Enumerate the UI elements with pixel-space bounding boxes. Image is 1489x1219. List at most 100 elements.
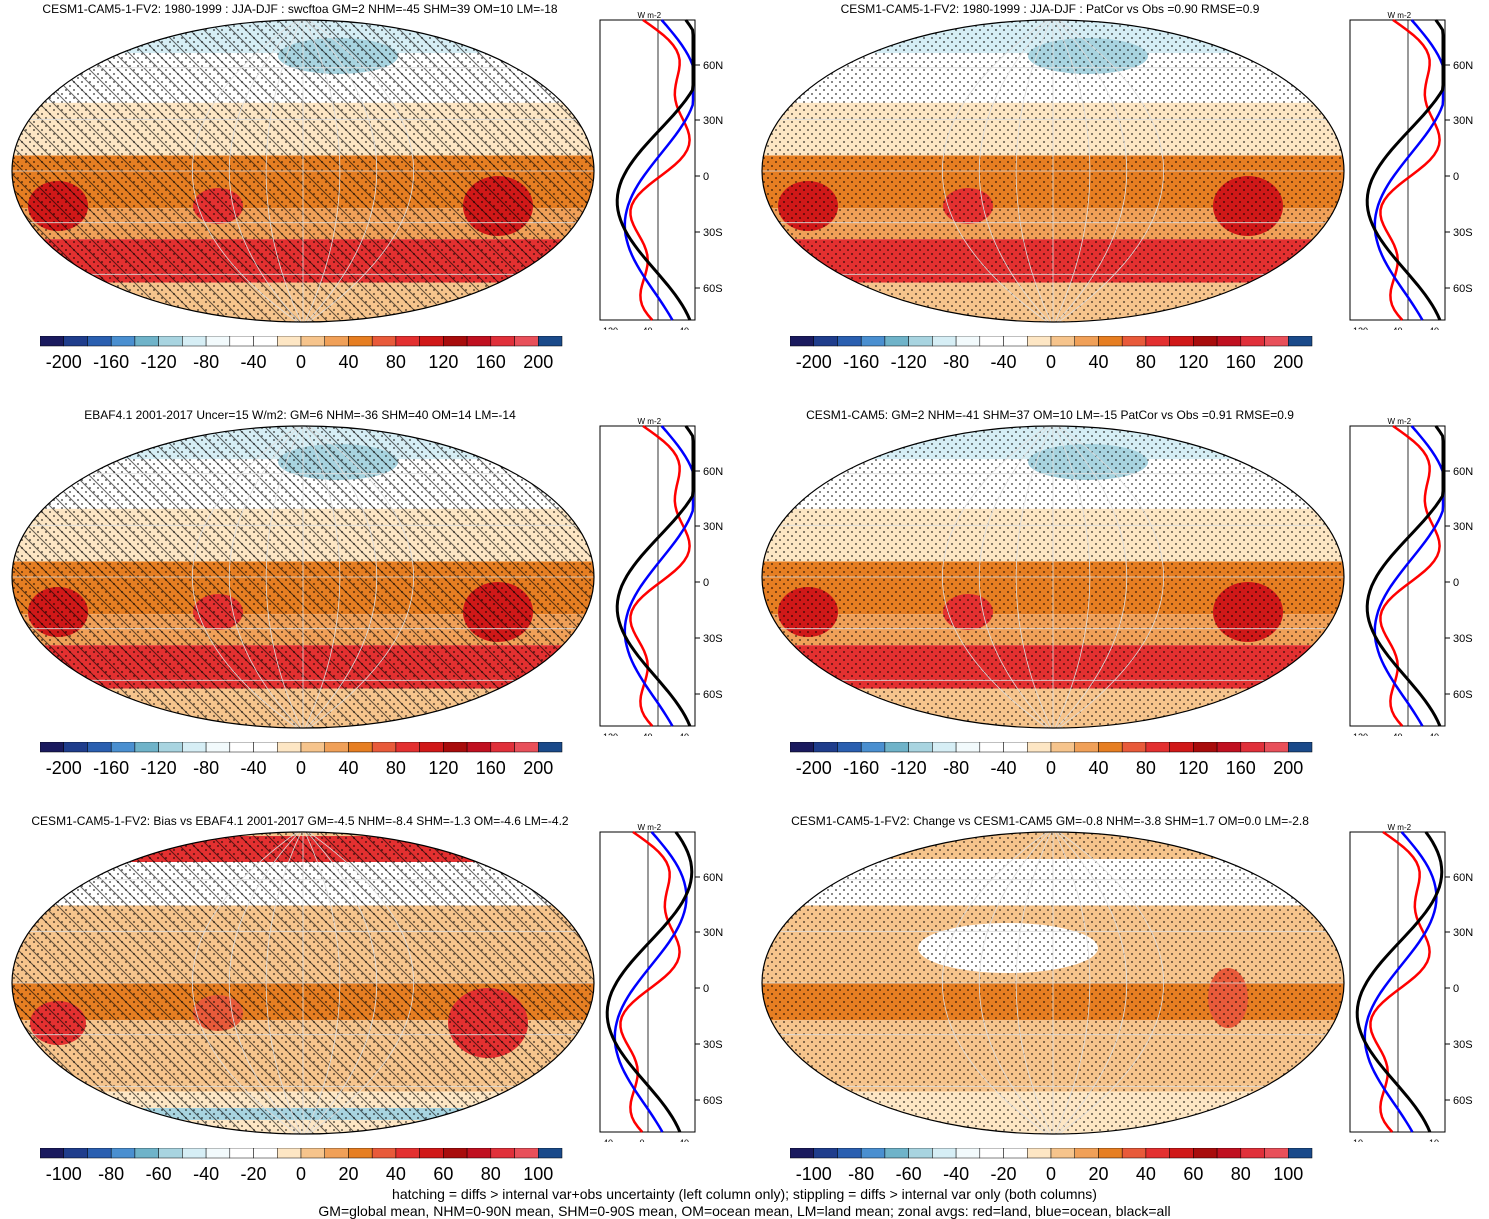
zonal-unit-label: W m-2 (1388, 417, 1412, 426)
zonal-curve-land (1379, 424, 1441, 727)
colorbar-tick-label: -120 (141, 352, 177, 372)
map-panel-5: CESM1-CAM5-1-FV2: Bias vs EBAF4.1 2001-2… (0, 812, 744, 1218)
zonal-x-tick-label: -120 (1350, 732, 1368, 736)
colorbar-tick-label: 80 (386, 758, 406, 778)
panel-title: CESM1-CAM5: GM=2 NHM=-41 SHM=37 OM=10 LM… (806, 408, 1294, 422)
zonal-x-tick-label: 10 (1429, 1138, 1439, 1142)
zonal-unit-label: W m-2 (638, 823, 662, 832)
colorbar-tick-label: -80 (848, 1164, 874, 1184)
colorbar: -100 -80 -60 -40 -20 0 20 40 60 80 100 (790, 1148, 1313, 1184)
map-panel-2: CESM1-CAM5-1-FV2: 1980-1999 : JJA-DJF : … (750, 0, 1489, 406)
colorbar-tick-label: 0 (1046, 758, 1056, 778)
lat-tick-label: 0 (1453, 983, 1459, 995)
colorbar-tick-label: 0 (1046, 352, 1056, 372)
colorbar-tick-label: 0 (1046, 1164, 1056, 1184)
colorbar-tick-label: -200 (796, 352, 832, 372)
lat-tick-label: 60S (703, 689, 723, 701)
panel-title: CESM1-CAM5-1-FV2: 1980-1999 : JJA-DJF : … (42, 2, 558, 16)
lat-tick-label: 0 (1453, 171, 1459, 183)
panel-title: CESM1-CAM5-1-FV2: Change vs CESM1-CAM5 G… (791, 814, 1309, 828)
colorbar-tick-label: 160 (1226, 758, 1256, 778)
colorbar-tick-label: 120 (1178, 758, 1208, 778)
lat-tick-label: 60N (703, 872, 723, 884)
lat-tick-label: 30N (1453, 521, 1473, 533)
map-panel-3: EBAF4.1 2001-2017 Uncer=15 W/m2: GM=6 NH… (0, 406, 744, 812)
colorbar-tick-label: -160 (93, 758, 129, 778)
zonal-x-tick-label: -10 (1350, 1138, 1363, 1142)
colorbar-tick-label: -120 (891, 758, 927, 778)
colorbar-tick-label: 120 (428, 758, 458, 778)
colorbar: -200 -160 -120 -80 -40 0 40 80 120 160 200 (790, 336, 1313, 372)
colorbar-tick-label: 100 (523, 1164, 553, 1184)
colorbar: -200 -160 -120 -80 -40 0 40 80 120 160 200 (790, 742, 1313, 778)
colorbar-tick-label: -40 (193, 1164, 219, 1184)
colorbar-tick-label: -40 (991, 352, 1017, 372)
robinson-map (761, 19, 1345, 323)
colorbar: -100 -80 -60 -40 -20 0 20 40 60 80 100 (40, 1148, 563, 1184)
colorbar-tick-label: -80 (943, 758, 969, 778)
colorbar-tick-label: -160 (843, 352, 879, 372)
colorbar-tick-label: 80 (1136, 352, 1156, 372)
colorbar-tick-label: 0 (296, 352, 306, 372)
colorbar-tick-label: -40 (241, 352, 267, 372)
colorbar-tick-label: 40 (1136, 1164, 1156, 1184)
zonal-curve-ocean (613, 831, 688, 1133)
robinson-map (761, 425, 1345, 729)
zonal-unit-label: W m-2 (1388, 11, 1412, 20)
colorbar-tick-label: 80 (1136, 758, 1156, 778)
lat-tick-label: 30N (703, 521, 723, 533)
lat-tick-label: 60N (703, 466, 723, 478)
zonal-x-tick-label: 40 (679, 732, 689, 736)
panel-title: CESM1-CAM5-1-FV2: Bias vs EBAF4.1 2001-2… (31, 814, 569, 828)
colorbar-tick-label: 160 (1226, 352, 1256, 372)
zonal-mean-plot: W m-2 60N 30N 0 30S 60S -120 -40 40 (1349, 11, 1473, 330)
zonal-x-tick-label: 0 (640, 1138, 645, 1142)
colorbar-tick-label: 200 (523, 758, 553, 778)
zonal-x-tick-label: -40 (1390, 326, 1403, 330)
zonal-mean-plot: W m-2 60N 30N 0 30S 60S -120 -40 40 (1349, 417, 1473, 736)
colorbar-tick-label: 20 (338, 1164, 358, 1184)
colorbar-tick-label: -200 (46, 352, 82, 372)
zonal-curve-all (615, 425, 695, 727)
robinson-map (11, 831, 595, 1135)
map-panel-4: CESM1-CAM5: GM=2 NHM=-41 SHM=37 OM=10 LM… (750, 406, 1489, 812)
colorbar-tick-label: 20 (1088, 1164, 1108, 1184)
footer-line-2: GM=global mean, NHM=0-90N mean, SHM=0-90… (318, 1203, 1171, 1219)
zonal-unit-label: W m-2 (638, 417, 662, 426)
colorbar-tick-label: 40 (1088, 758, 1108, 778)
map-panel-1: CESM1-CAM5-1-FV2: 1980-1999 : JJA-DJF : … (0, 0, 744, 406)
zonal-mean-plot: W m-2 60N 30N 0 30S 60S -120 -40 40 (599, 11, 723, 330)
zonal-x-tick-label: -120 (1350, 326, 1368, 330)
zonal-x-tick-label: -40 (640, 732, 653, 736)
lat-tick-label: 0 (1453, 577, 1459, 589)
lat-tick-label: 60N (703, 60, 723, 72)
zonal-mean-plot: W m-2 60N 30N 0 30S 60S -120 -40 40 (599, 417, 723, 736)
zonal-curve-land (629, 18, 691, 321)
zonal-curve-all (615, 19, 695, 321)
zonal-unit-label: W m-2 (1388, 823, 1412, 832)
colorbar-tick-label: 200 (523, 352, 553, 372)
colorbar-tick-label: -60 (896, 1164, 922, 1184)
lat-tick-label: 0 (703, 171, 709, 183)
colorbar-tick-label: -60 (146, 1164, 172, 1184)
colorbar-tick-label: -20 (991, 1164, 1017, 1184)
zonal-curve-all (1355, 831, 1444, 1133)
colorbar: -200 -160 -120 -80 -40 0 40 80 120 160 200 (40, 336, 563, 372)
colorbar-tick-label: 120 (428, 352, 458, 372)
zonal-x-tick-label: 40 (1429, 732, 1439, 736)
colorbar-tick-label: -160 (843, 758, 879, 778)
colorbar-tick-label: -200 (796, 758, 832, 778)
lat-tick-label: 30S (703, 227, 723, 239)
colorbar-tick-label: 40 (338, 352, 358, 372)
colorbar-tick-label: -20 (241, 1164, 267, 1184)
colorbar-tick-label: -40 (241, 758, 267, 778)
colorbar-tick-label: 160 (476, 758, 506, 778)
zonal-x-tick-label: -40 (1390, 732, 1403, 736)
lat-tick-label: 60S (1453, 1095, 1473, 1107)
zonal-mean-plot: W m-2 60N 30N 0 30S 60S -10 10 (1349, 823, 1473, 1142)
colorbar-tick-label: -40 (991, 758, 1017, 778)
lat-tick-label: 30N (1453, 927, 1473, 939)
zonal-curve-land (619, 830, 681, 1133)
colorbar: -200 -160 -120 -80 -40 0 40 80 120 160 200 (40, 742, 563, 778)
lat-tick-label: 30S (1453, 1039, 1473, 1051)
